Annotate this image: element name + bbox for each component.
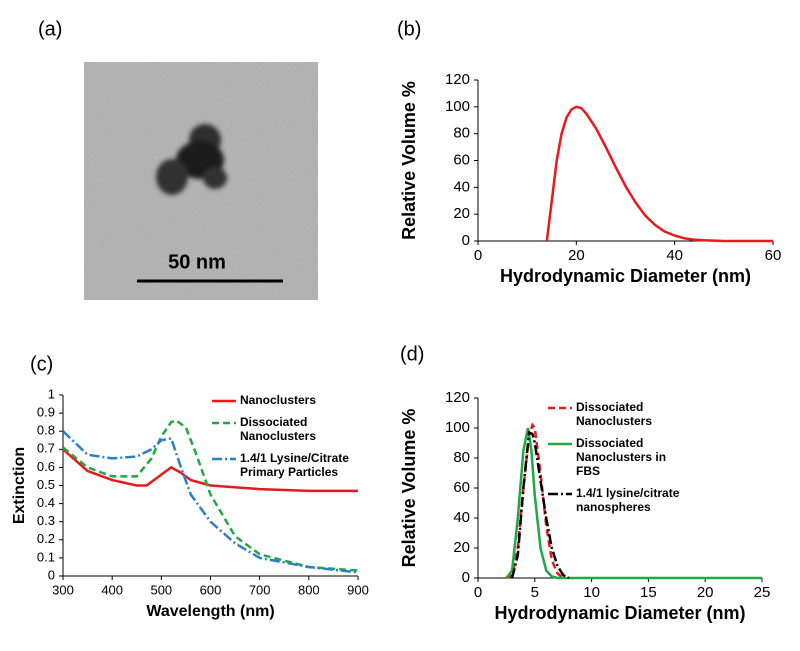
y-tick-label: 0 — [48, 567, 55, 582]
y-tick-label: 100 — [445, 98, 470, 115]
legend-entry: 1.4/1 lysine/citrate nanospheres — [548, 486, 688, 514]
panel-label: (a) — [38, 18, 62, 40]
x-tick-label: 25 — [754, 584, 771, 601]
x-tick-label: 700 — [249, 582, 271, 597]
x-axis-label: Hydrodynamic Diameter (nm) — [494, 603, 745, 623]
x-tick-label: 20 — [697, 584, 714, 601]
x-tick-label: 500 — [150, 582, 172, 597]
y-tick-label: 60 — [453, 151, 470, 168]
data-line — [62, 418, 359, 572]
y-tick-label: 0.6 — [37, 459, 55, 474]
y-tick-label: 0 — [462, 569, 470, 586]
legend-label: Nanoclusters — [240, 393, 317, 407]
y-tick-label: 40 — [453, 509, 470, 526]
panel-label: (d) — [400, 343, 424, 365]
y-tick-label: 80 — [453, 449, 470, 466]
x-tick-label: 800 — [298, 582, 320, 597]
y-tick-label: 60 — [453, 479, 470, 496]
y-tick-label: 0.1 — [37, 549, 55, 564]
x-tick-label: 0 — [474, 247, 482, 264]
y-tick-label: 120 — [445, 389, 470, 406]
legend: Dissociated Nanoclusters Dissociated Nano… — [548, 400, 688, 522]
x-tick-label: 10 — [583, 584, 600, 601]
y-tick-label: 0.8 — [37, 423, 55, 438]
y-tick-label: 100 — [445, 419, 470, 436]
data-line — [510, 430, 570, 580]
panel-label: (c) — [30, 353, 53, 375]
x-tick-label: 0 — [474, 584, 482, 601]
tem-texture — [84, 62, 318, 300]
data-line — [545, 105, 773, 243]
y-tick-label: 20 — [453, 539, 470, 556]
y-axis-label: Relative Volume % — [399, 81, 419, 240]
y-tick-label: 0.7 — [37, 441, 55, 456]
legend-label: 1.4/1 Lysine/Citrate Primary Particles — [240, 451, 349, 479]
y-tick-label: 0 — [462, 232, 470, 249]
legend-entry: Dissociated Nanoclusters — [548, 400, 688, 428]
legend-swatch — [548, 492, 572, 496]
legend-label: 1.4/1 lysine/citrate nanospheres — [576, 486, 680, 514]
x-tick-label: 20 — [568, 247, 585, 264]
x-tick-label: 40 — [666, 247, 683, 264]
legend-entry: Dissociated Nanoclusters in FBS — [548, 436, 688, 478]
data-line — [62, 430, 359, 574]
x-tick-label: 5 — [531, 584, 539, 601]
legend-entry: 1.4/1 Lysine/Citrate Primary Particles — [212, 451, 352, 479]
x-tick-label: 300 — [52, 582, 74, 597]
x-tick-label: 600 — [200, 582, 222, 597]
y-tick-label: 0.2 — [37, 531, 55, 546]
data-line — [505, 427, 762, 580]
panel-label: (b) — [397, 18, 421, 40]
legend-swatch — [548, 442, 572, 446]
legend-swatch — [212, 457, 236, 461]
y-tick-label: 80 — [453, 125, 470, 142]
x-axis-label: Wavelength (nm) — [146, 603, 274, 620]
legend-entry: Nanoclusters — [212, 393, 352, 407]
legend-label: Dissociated Nanoclusters — [576, 400, 653, 428]
y-tick-label: 120 — [445, 71, 470, 88]
scale-bar-label: 50 nm — [168, 251, 226, 273]
y-tick-label: 0.3 — [37, 513, 55, 528]
y-tick-label: 0.4 — [37, 495, 55, 510]
x-axis-label: Hydrodynamic Diameter (nm) — [500, 266, 751, 286]
y-tick-label: 40 — [453, 178, 470, 195]
y-tick-label: 20 — [453, 205, 470, 222]
legend-label: Dissociated Nanoclusters — [240, 415, 317, 443]
x-tick-label: 400 — [101, 582, 123, 597]
legend-swatch — [212, 399, 236, 403]
y-axis-label: Relative Volume % — [399, 409, 419, 568]
x-tick-label: 15 — [640, 584, 657, 601]
y-axis-label: Extinction — [11, 447, 28, 524]
nanocluster — [156, 124, 227, 195]
legend: Nanoclusters Dissociated Nanoclusters 1.4/… — [212, 393, 352, 487]
y-tick-label: 0.9 — [37, 405, 55, 420]
x-tick-label: 900 — [347, 582, 369, 597]
legend-swatch — [212, 421, 236, 425]
data-line — [62, 448, 358, 493]
legend-entry: Dissociated Nanoclusters — [212, 415, 352, 443]
y-tick-label: 0.5 — [37, 477, 55, 492]
data-line — [505, 422, 564, 580]
y-tick-label: 1 — [48, 386, 55, 401]
x-tick-label: 60 — [765, 247, 782, 264]
legend-label: Dissociated Nanoclusters in FBS — [576, 436, 667, 478]
legend-swatch — [548, 406, 572, 410]
